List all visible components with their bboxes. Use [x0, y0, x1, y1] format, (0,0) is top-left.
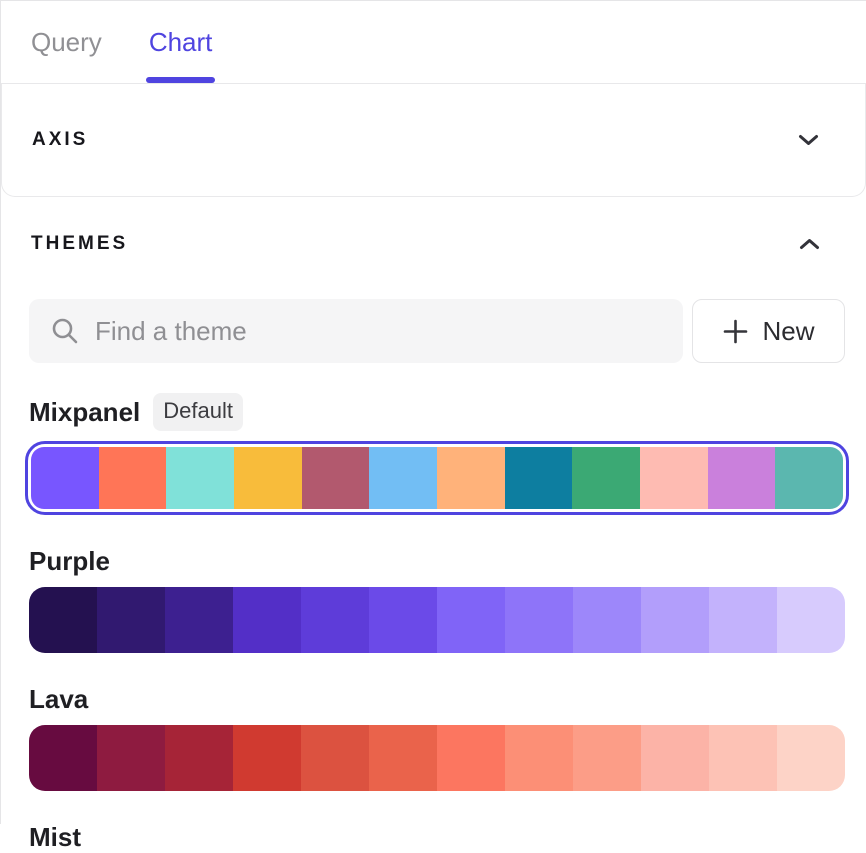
- color-swatch: [707, 447, 776, 509]
- color-swatch: [233, 725, 301, 791]
- color-swatch: [369, 447, 438, 509]
- theme-item: Mist: [29, 821, 845, 853]
- color-swatch: [97, 587, 165, 653]
- themes-section-title: THEMES: [31, 233, 129, 254]
- tab-query[interactable]: Query: [31, 1, 102, 83]
- color-swatch: [233, 587, 301, 653]
- theme-swatch-wrapper: [29, 725, 845, 791]
- theme-swatch-row[interactable]: [31, 447, 843, 509]
- theme-swatch-wrapper: [29, 587, 845, 653]
- plus-icon: [724, 319, 748, 343]
- theme-swatch-row[interactable]: [29, 587, 845, 653]
- color-swatch: [29, 725, 97, 791]
- color-swatch: [29, 587, 97, 653]
- theme-toolbar: New: [29, 299, 845, 363]
- color-swatch: [165, 587, 233, 653]
- theme-item: Purple: [29, 545, 845, 653]
- theme-name: Lava: [29, 684, 89, 714]
- color-swatch: [505, 587, 573, 653]
- theme-name: Mixpanel: [29, 397, 141, 427]
- color-swatch: [641, 725, 709, 791]
- color-swatch: [775, 447, 843, 509]
- themes-section-header[interactable]: THEMES: [31, 233, 820, 255]
- theme-item: Lava: [29, 683, 845, 791]
- tab-chart[interactable]: Chart: [145, 1, 216, 83]
- new-theme-button[interactable]: New: [692, 299, 845, 363]
- theme-search-input[interactable]: [29, 299, 683, 363]
- theme-swatch-row[interactable]: [29, 725, 845, 791]
- axis-section-header[interactable]: AXIS: [1, 84, 866, 197]
- color-swatch: [437, 587, 505, 653]
- color-swatch: [31, 447, 99, 509]
- new-theme-button-label: New: [762, 315, 815, 346]
- chevron-up-icon[interactable]: [799, 238, 820, 250]
- color-swatch: [166, 447, 235, 509]
- color-swatch: [504, 447, 573, 509]
- color-swatch: [301, 587, 369, 653]
- color-swatch: [572, 447, 641, 509]
- color-swatch: [369, 725, 437, 791]
- color-swatch: [640, 447, 708, 509]
- theme-item: Mixpanel Default: [25, 393, 849, 515]
- tab-chart-label: Chart: [148, 26, 213, 57]
- color-swatch: [301, 447, 370, 509]
- color-swatch: [505, 725, 573, 791]
- color-swatch: [437, 447, 505, 509]
- axis-section-title: AXIS: [32, 129, 89, 150]
- color-swatch: [437, 725, 505, 791]
- color-swatch: [641, 587, 709, 653]
- color-swatch: [97, 725, 165, 791]
- color-swatch: [165, 725, 233, 791]
- active-tab-indicator: [145, 77, 216, 83]
- color-swatch: [709, 587, 777, 653]
- themes-section: THEMES New Mixpanel Default: [1, 233, 866, 853]
- color-swatch: [573, 587, 641, 653]
- color-swatch: [301, 725, 369, 791]
- search-icon: [52, 318, 78, 344]
- theme-swatch-wrapper: [25, 441, 849, 515]
- default-badge: Default: [153, 393, 243, 431]
- chevron-down-icon[interactable]: [798, 134, 819, 146]
- color-swatch: [777, 725, 845, 791]
- color-swatch: [777, 587, 845, 653]
- color-swatch: [98, 447, 167, 509]
- color-swatch: [234, 447, 302, 509]
- theme-list: Mixpanel Default Purple Lava Mist: [25, 393, 849, 853]
- tab-query-label: Query: [31, 26, 102, 57]
- color-swatch: [709, 725, 777, 791]
- tab-bar: Query Chart: [1, 1, 866, 84]
- theme-name: Purple: [29, 546, 110, 576]
- theme-search-box[interactable]: [29, 299, 683, 363]
- color-swatch: [369, 587, 437, 653]
- theme-name: Mist: [29, 822, 81, 852]
- color-swatch: [573, 725, 641, 791]
